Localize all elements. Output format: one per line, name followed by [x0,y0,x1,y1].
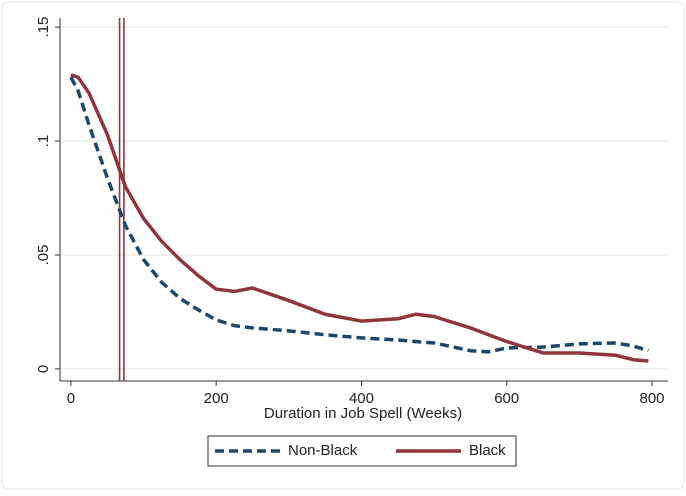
x-tick-label: 800 [640,390,665,407]
series-line [70,73,649,363]
x-axis-label: Duration in Job Spell (Weeks) [264,405,462,422]
legend-label: Black [469,442,506,459]
legend-label: Non-Black [288,442,358,459]
x-tick-label: 0 [67,390,75,407]
x-tick-label: 600 [494,390,519,407]
y-tick-label: 0 [35,365,52,373]
x-tick-label: 200 [204,390,229,407]
y-tick-label: .15 [35,17,52,38]
series-line [69,76,649,354]
x-tick-label: 400 [349,390,374,407]
y-tick-label: .05 [35,245,52,266]
y-tick-label: .1 [35,135,52,148]
